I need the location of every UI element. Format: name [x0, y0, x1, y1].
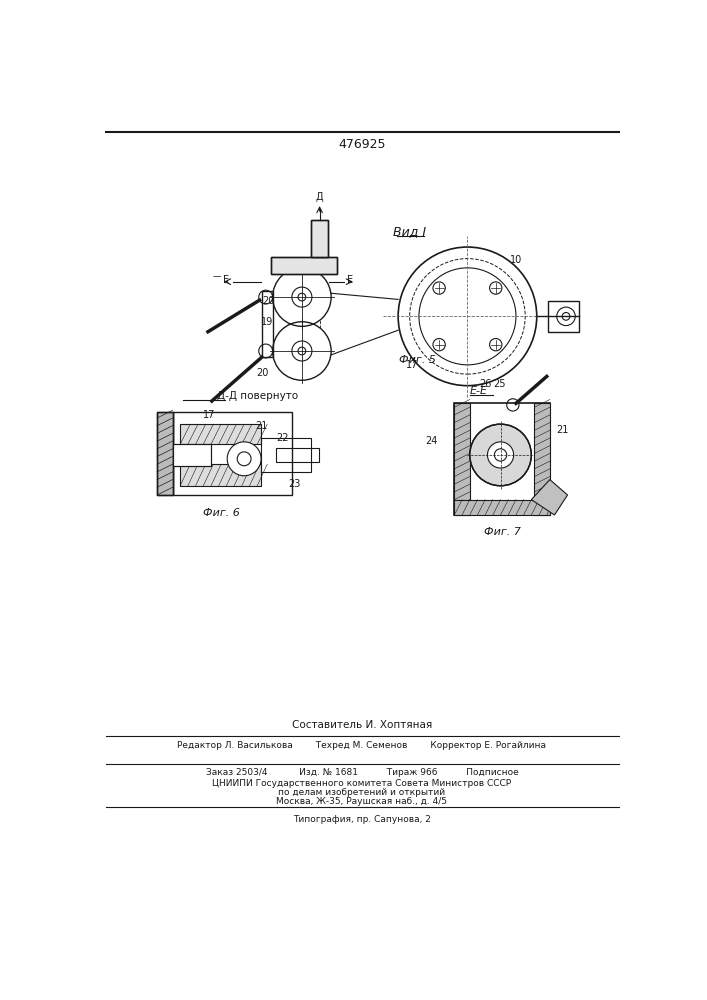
Bar — [173, 444, 211, 466]
Text: ЦНИИПИ Государственного комитета Совета Министров СССР: ЦНИИПИ Государственного комитета Совета … — [212, 779, 512, 788]
Text: Е: Е — [223, 275, 230, 285]
Bar — [455, 403, 550, 515]
Bar — [157, 412, 173, 495]
Text: 23: 23 — [288, 479, 300, 489]
Text: 24: 24 — [425, 436, 438, 446]
Bar — [455, 500, 550, 515]
Text: Вид I: Вид I — [393, 225, 426, 238]
Bar — [173, 412, 292, 495]
Text: Москва, Ж-35, Раушская наб., д. 4/5: Москва, Ж-35, Раушская наб., д. 4/5 — [276, 797, 448, 806]
Text: 19: 19 — [261, 317, 274, 327]
Text: Е-Е: Е-Е — [469, 386, 488, 396]
Bar — [262, 291, 273, 357]
Text: 17: 17 — [406, 360, 418, 370]
Bar — [261, 438, 311, 472]
Bar — [311, 220, 328, 257]
Text: Д: Д — [316, 192, 323, 202]
Text: Заказ 2503/4           Изд. № 1681          Тираж 966          Подписное: Заказ 2503/4 Изд. № 1681 Тираж 966 Подпи… — [206, 768, 518, 777]
Text: 10: 10 — [510, 255, 522, 265]
Circle shape — [487, 442, 514, 468]
Text: Фиг. 7: Фиг. 7 — [484, 527, 520, 537]
Circle shape — [469, 424, 532, 486]
Text: Д-Д повернуто: Д-Д повернуто — [217, 391, 298, 401]
Bar — [173, 444, 211, 466]
Bar — [180, 424, 261, 444]
Text: 22: 22 — [276, 433, 289, 443]
Circle shape — [227, 442, 261, 476]
Text: 25: 25 — [493, 379, 506, 389]
Text: Фиг. 6: Фиг. 6 — [203, 508, 240, 518]
Text: Фиг. 5: Фиг. 5 — [399, 355, 436, 365]
Bar — [271, 257, 337, 274]
Text: 21: 21 — [556, 425, 568, 435]
Bar — [271, 257, 337, 274]
Bar — [534, 403, 550, 515]
Bar — [549, 301, 579, 332]
Text: 20: 20 — [262, 296, 275, 306]
Text: 476925: 476925 — [338, 138, 386, 151]
Text: 17: 17 — [204, 410, 216, 420]
Text: —: — — [213, 273, 221, 282]
Text: 20: 20 — [257, 368, 269, 378]
Text: Е: Е — [347, 275, 354, 285]
Text: 21: 21 — [256, 421, 268, 431]
Polygon shape — [532, 480, 568, 515]
Text: по делам изобретений и открытий: по делам изобретений и открытий — [279, 788, 445, 797]
Bar — [157, 412, 173, 495]
Bar — [311, 220, 328, 257]
Text: Редактор Л. Василькова        Техред М. Семенов        Корректор Е. Рогайлина: Редактор Л. Василькова Техред М. Семенов… — [177, 741, 547, 750]
Bar — [180, 464, 261, 486]
Bar — [276, 448, 319, 462]
Text: Составитель И. Хоптяная: Составитель И. Хоптяная — [292, 720, 432, 730]
Bar — [455, 403, 469, 515]
Text: 26: 26 — [479, 379, 491, 389]
Text: Типография, пр. Сапунова, 2: Типография, пр. Сапунова, 2 — [293, 815, 431, 824]
